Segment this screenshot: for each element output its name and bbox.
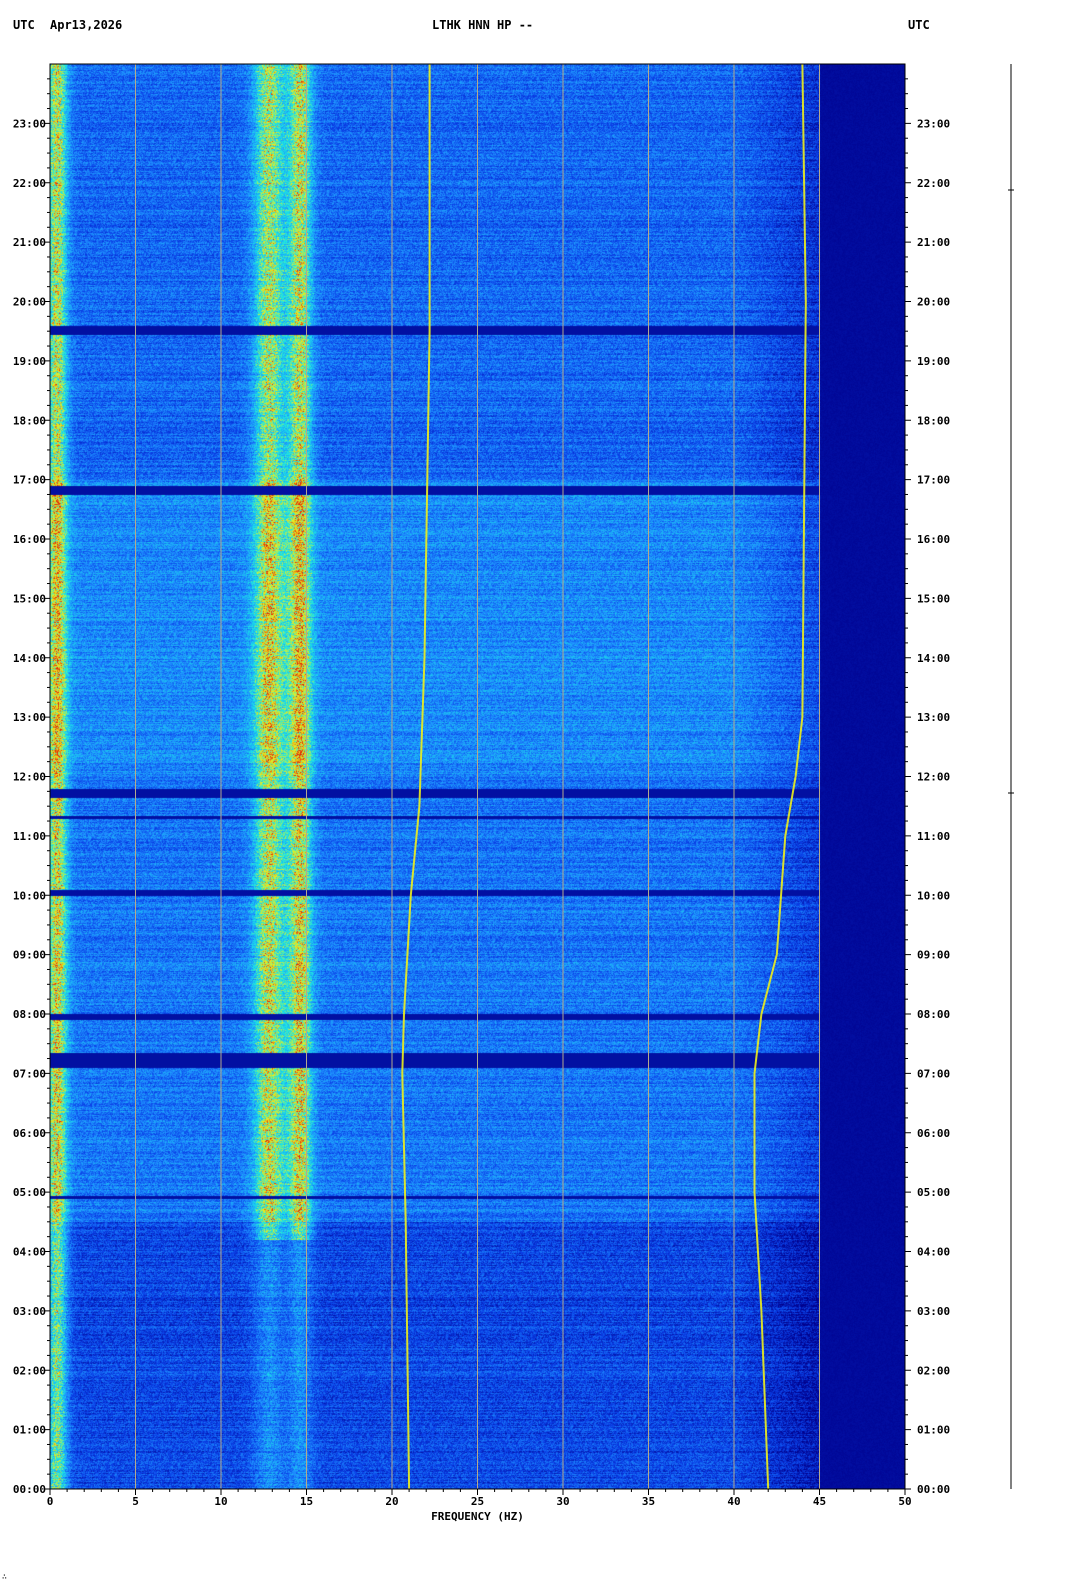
utc-left-label: UTC <box>13 18 35 32</box>
y-tick-label-left-22: 22:00 <box>13 177 46 190</box>
y-tick-label-right-19: 19:00 <box>917 355 950 368</box>
y-tick-label-right-5: 05:00 <box>917 1186 950 1199</box>
y-tick-label-left-9: 09:00 <box>13 949 46 962</box>
y-tick-label-right-10: 10:00 <box>917 889 950 902</box>
x-tick-label-25: 25 <box>471 1495 484 1508</box>
y-tick-label-left-5: 05:00 <box>13 1186 46 1199</box>
y-tick-label-left-14: 14:00 <box>13 652 46 665</box>
y-tick-label-left-13: 13:00 <box>13 711 46 724</box>
y-tick-label-right-7: 07:00 <box>917 1067 950 1080</box>
utc-right-label: UTC <box>908 18 930 32</box>
y-tick-label-right-2: 02:00 <box>917 1364 950 1377</box>
date-label: Apr13,2026 <box>50 18 123 32</box>
y-tick-label-right-17: 17:00 <box>917 474 950 487</box>
y-tick-label-right-16: 16:00 <box>917 533 950 546</box>
y-tick-label-right-23: 23:00 <box>917 117 950 130</box>
y-tick-label-right-6: 06:00 <box>917 1127 950 1140</box>
y-tick-label-left-11: 11:00 <box>13 830 46 843</box>
y-tick-label-right-14: 14:00 <box>917 652 950 665</box>
y-tick-label-left-16: 16:00 <box>13 533 46 546</box>
y-tick-label-left-0: 00:00 <box>13 1483 46 1496</box>
y-tick-label-right-9: 09:00 <box>917 949 950 962</box>
line-21hz <box>401 64 431 1490</box>
x-tick-label-20: 20 <box>385 1495 398 1508</box>
y-tick-label-right-3: 03:00 <box>917 1305 950 1318</box>
x-tick-label-0: 0 <box>47 1495 54 1508</box>
axes: 0 5 10 15 20 25 30 35 40 45 50 FREQUENCY (HZ) 00:00 0… <box>13 63 950 1523</box>
y-tick-label-left-20: 20:00 <box>13 296 46 309</box>
y-tick-label-left-3: 03:00 <box>13 1305 46 1318</box>
x-tick-label-30: 30 <box>556 1495 569 1508</box>
x-tick-label-10: 10 <box>214 1495 227 1508</box>
x-axis-label: FREQUENCY (HZ) <box>431 1510 524 1523</box>
y-tick-label-left-2: 02:00 <box>13 1364 46 1377</box>
y-tick-label-left-23: 23:00 <box>13 117 46 130</box>
y-tick-label-right-11: 11:00 <box>917 830 950 843</box>
y-tick-label-left-12: 12:00 <box>13 771 46 784</box>
corner-mark: ∴ <box>2 1572 7 1581</box>
frequency-gridlines <box>135 64 820 1489</box>
station-label: LTHK HNN HP -- <box>432 18 534 32</box>
x-tick-label-50: 50 <box>898 1495 911 1508</box>
y-tick-label-left-8: 08:00 <box>13 1008 46 1021</box>
y-tick-label-left-10: 10:00 <box>13 889 46 902</box>
y-tick-label-left-1: 01:00 <box>13 1424 46 1437</box>
y-tick-label-right-21: 21:00 <box>917 236 950 249</box>
x-tick-label-40: 40 <box>727 1495 740 1508</box>
side-trace <box>1008 64 1014 1489</box>
y-tick-label-right-22: 22:00 <box>917 177 950 190</box>
x-tick-label-15: 15 <box>300 1495 313 1508</box>
y-tick-label-left-18: 18:00 <box>13 414 46 427</box>
y-tick-label-right-1: 01:00 <box>917 1424 950 1437</box>
y-tick-label-right-0: 00:00 <box>917 1483 950 1496</box>
y-tick-label-right-18: 18:00 <box>917 414 950 427</box>
line-42hz <box>753 63 807 1490</box>
y-tick-label-left-21: 21:00 <box>13 236 46 249</box>
y-tick-label-right-4: 04:00 <box>917 1246 950 1259</box>
y-tick-label-right-13: 13:00 <box>917 711 950 724</box>
y-tick-label-right-8: 08:00 <box>917 1008 950 1021</box>
y-tick-label-left-15: 15:00 <box>13 592 46 605</box>
y-tick-label-left-19: 19:00 <box>13 355 46 368</box>
y-tick-label-right-15: 15:00 <box>917 592 950 605</box>
x-tick-label-35: 35 <box>642 1495 655 1508</box>
x-tick-label-45: 45 <box>813 1495 826 1508</box>
y-tick-label-left-17: 17:00 <box>13 474 46 487</box>
y-tick-label-left-6: 06:00 <box>13 1127 46 1140</box>
y-tick-label-left-4: 04:00 <box>13 1246 46 1259</box>
y-tick-label-right-20: 20:00 <box>917 296 950 309</box>
tone-lines <box>401 63 807 1490</box>
x-tick-label-5: 5 <box>132 1495 139 1508</box>
y-tick-label-left-7: 07:00 <box>13 1067 46 1080</box>
y-tick-label-right-12: 12:00 <box>917 771 950 784</box>
